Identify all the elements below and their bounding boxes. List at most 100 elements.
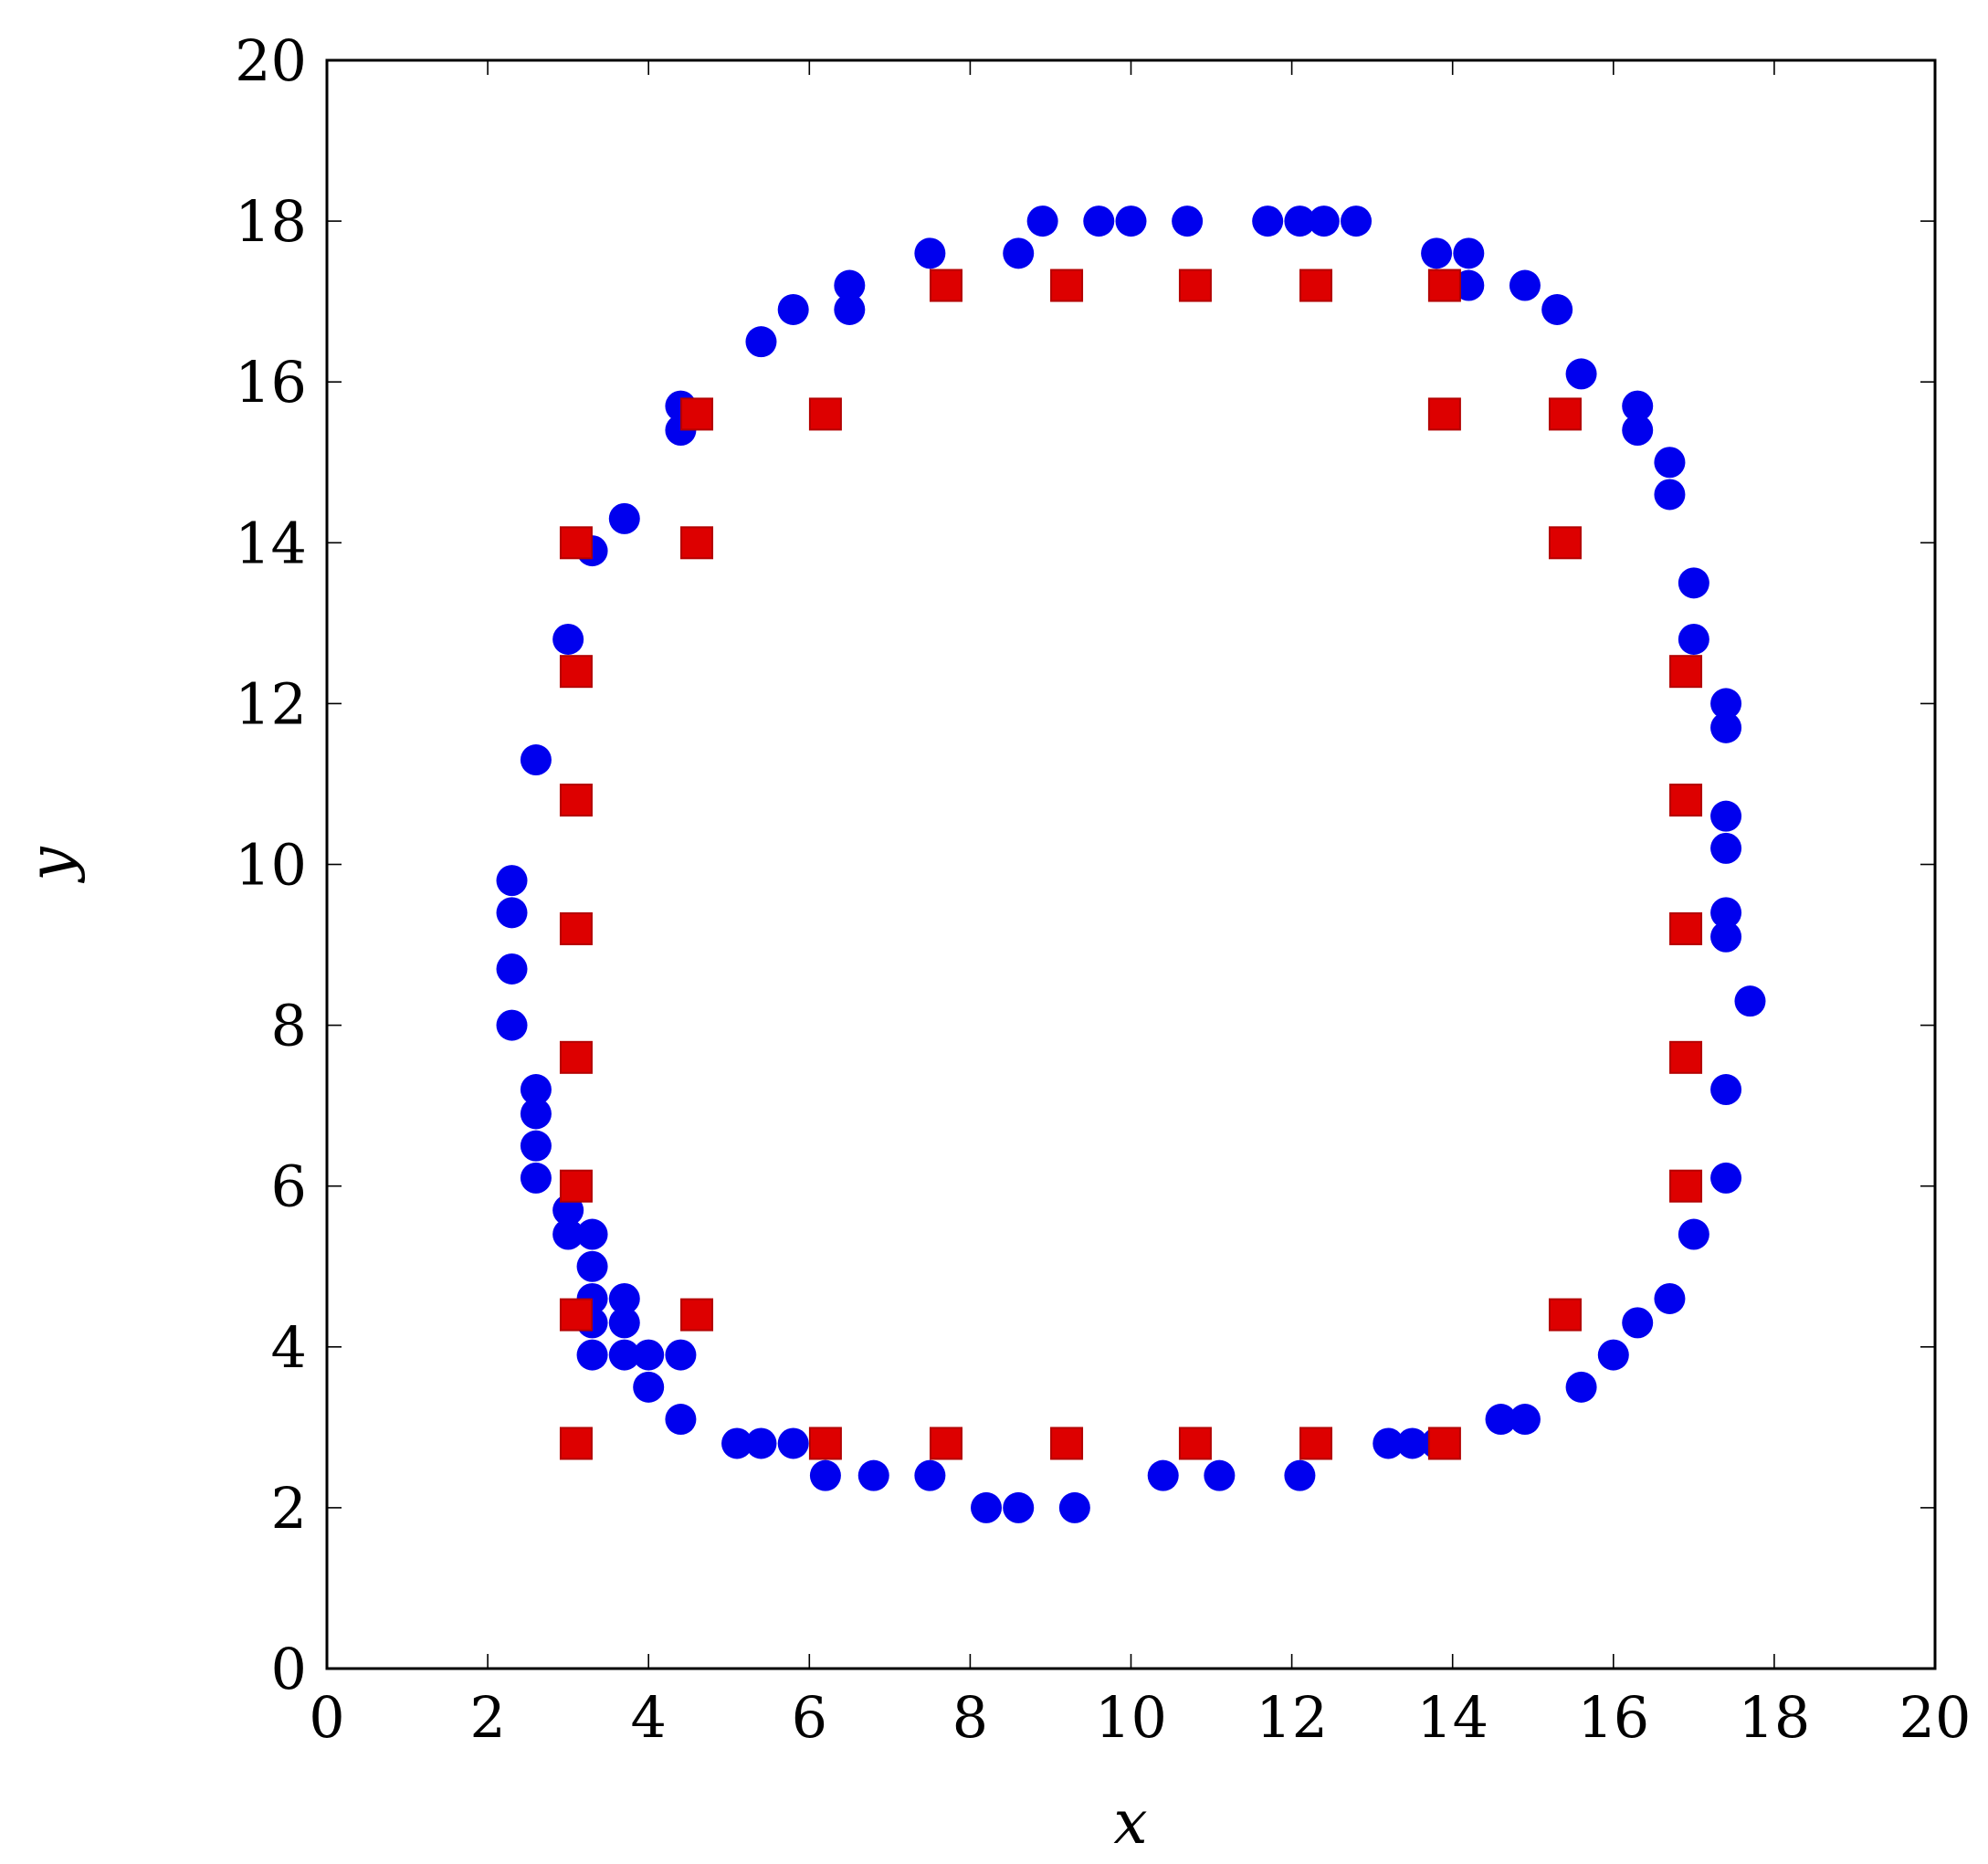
circle-point [608,1339,640,1371]
circle-point [608,1282,640,1314]
circle-point [552,1218,584,1250]
square-point [559,526,593,560]
circle-point [1678,567,1709,599]
x-tick-label: 12 [1256,1684,1328,1751]
x-tick-label: 18 [1738,1684,1810,1751]
square-point [1669,784,1703,817]
circle-point [1734,985,1766,1017]
circle-point [914,1459,946,1491]
circle-point [1654,479,1686,511]
square-point [1669,911,1703,945]
square-point [1427,1427,1461,1460]
circle-point [1541,293,1573,325]
circle-point [1710,1074,1742,1106]
circle-point [1710,1162,1742,1194]
circle-point [971,1491,1003,1523]
circle-point [576,1339,608,1371]
circle-point [1453,237,1485,269]
y-tick-label: 18 [235,188,307,255]
circle-point [576,1250,608,1282]
circle-point [633,1371,665,1403]
circle-point [1710,688,1742,720]
y-tick-label: 20 [235,27,307,94]
square-point [1299,269,1333,302]
square-point [1178,1427,1212,1460]
square-point [929,269,962,302]
circle-point [1308,205,1340,237]
x-tick-label: 14 [1416,1684,1488,1751]
circle-point [1710,832,1742,864]
circle-point [1622,415,1654,447]
square-point [1669,1169,1703,1203]
square-point [1427,269,1461,302]
x-tick-label: 2 [469,1684,505,1751]
square-point [559,1298,593,1332]
x-tick-label: 0 [309,1684,344,1751]
circle-point [1204,1459,1236,1491]
circle-point [633,1339,665,1371]
x-tick-label: 8 [952,1684,988,1751]
y-axis-title: y [16,847,86,884]
circle-point [1678,1218,1709,1250]
circle-point [608,502,640,534]
y-tick-label: 12 [235,670,307,737]
tick-labels: 0 2 4 6 8 10 12 14 16 18 20 0 2 4 6 8 10 12 14 16 18 20 [235,27,1971,1751]
circle-point [552,623,584,655]
square-point [1548,397,1582,431]
circle-point [1509,1404,1541,1436]
circle-point [834,293,866,325]
circle-point [1252,205,1284,237]
circle-point [1622,390,1654,422]
square-point [559,1169,593,1203]
circle-point [721,1427,753,1459]
circle-point [1654,1282,1686,1314]
circle-point [1597,1339,1629,1371]
circle-point [665,1404,697,1436]
y-tick-label: 2 [271,1475,307,1542]
circle-point [745,326,777,358]
circle-point [1622,1307,1654,1339]
circle-point [914,237,946,269]
y-tick-label: 6 [271,1153,307,1220]
x-tick-label: 16 [1577,1684,1649,1751]
x-tick-label: 10 [1095,1684,1167,1751]
circle-point [1058,1491,1090,1523]
circle-point [1284,205,1316,237]
circle-point [520,1162,552,1194]
circle-point [857,1459,889,1491]
x-tick-label: 4 [630,1684,666,1751]
circle-point [1710,921,1742,953]
circle-point [1485,1404,1517,1436]
circle-point [665,1339,697,1371]
circle-point [496,897,528,929]
circle-point [745,1427,777,1459]
circle-point [777,293,809,325]
circle-point [1678,623,1709,655]
circle-point [1172,205,1204,237]
square-point [680,1298,714,1332]
circle-point [1710,711,1742,743]
square-point [1050,269,1084,302]
circle-point [496,1009,528,1041]
square-point [1050,1427,1084,1460]
circle-point [1654,447,1686,479]
circle-point [1565,358,1597,390]
y-tick-label: 10 [235,832,307,899]
square-point [1548,1298,1582,1332]
circle-point [1003,237,1035,269]
square-point [559,1427,593,1460]
x-axis-title: x [1113,1787,1147,1858]
circle-point [1396,1427,1428,1459]
x-tick-label: 20 [1899,1684,1972,1751]
square-point [1669,1040,1703,1074]
square-point [808,397,842,431]
circle-point [1147,1459,1179,1491]
circle-point [576,1218,608,1250]
square-point [559,1040,593,1074]
circle-point [809,1459,841,1491]
circle-point [1565,1371,1597,1403]
y-tick-label: 8 [271,993,307,1059]
square-point [1427,397,1461,431]
circle-point [1421,237,1453,269]
